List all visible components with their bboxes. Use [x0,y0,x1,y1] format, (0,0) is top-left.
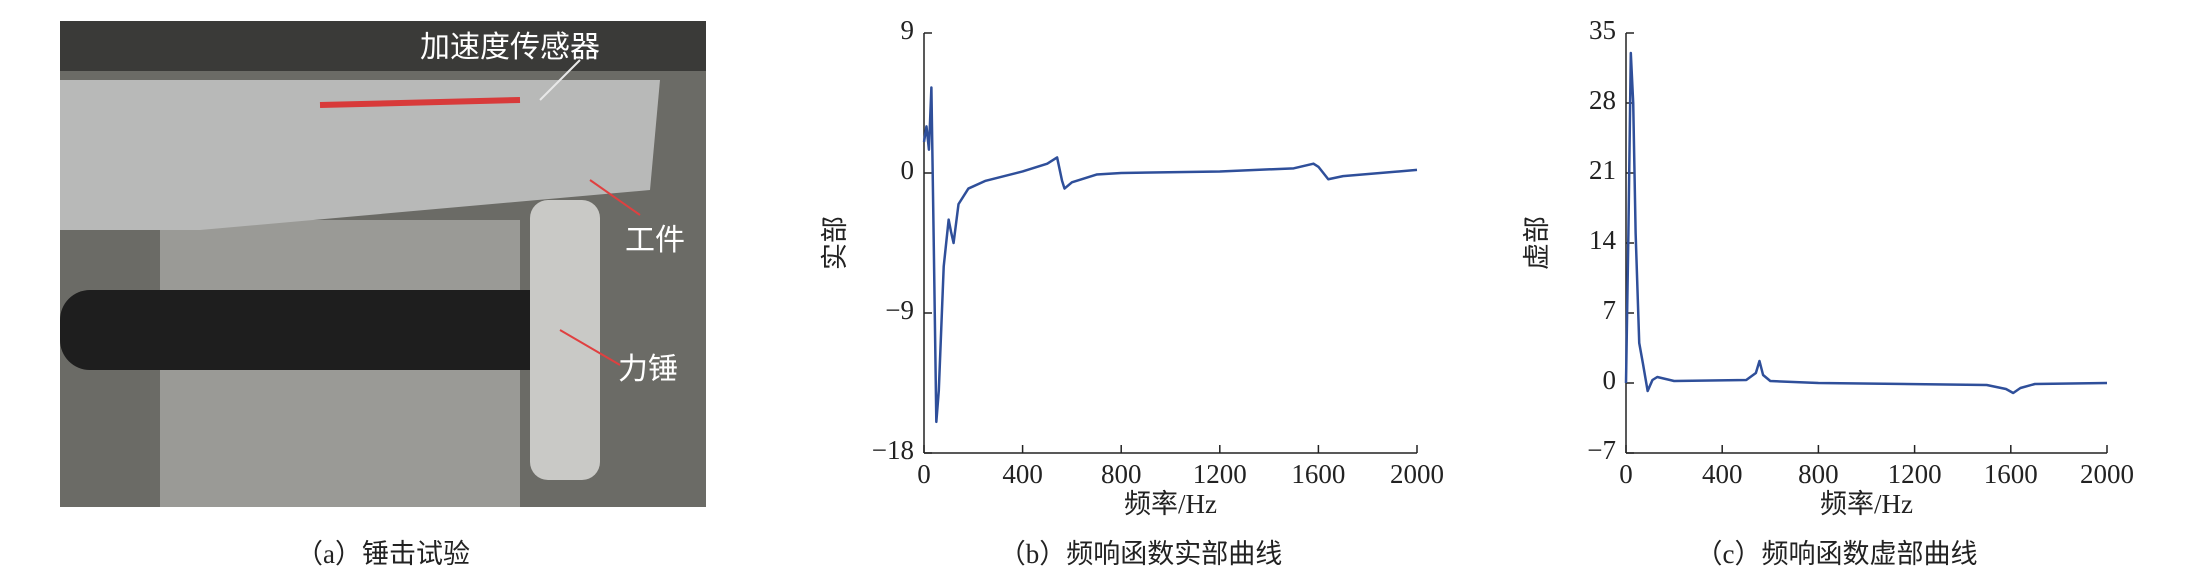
x-tick-label: 2000 [1390,459,1444,489]
pointer [539,59,581,101]
y-tick-label: 35 [1589,15,1616,45]
y-axis-title: 虚部 [1522,216,1552,270]
y-tick-label: 7 [1603,295,1617,325]
x-tick-label: 400 [1702,459,1743,489]
caption: （b）频响函数实部曲线 [999,539,1283,569]
y-tick-label: 21 [1589,155,1616,185]
y-tick-label: 0 [1603,365,1617,395]
x-tick-label: 1600 [1291,459,1345,489]
x-tick-label: 1200 [1888,459,1942,489]
y-tick-label: 14 [1589,225,1617,255]
photo-label: 工件 [625,224,685,257]
y-tick-label: 0 [901,155,915,185]
handle [60,290,560,370]
y-tick-label: −7 [1587,435,1616,465]
photo-label: 力锤 [618,353,678,386]
data-line [922,86,1418,424]
photo: 加速度传感器 工件 力锤 （a）锤击试验 [60,21,706,569]
x-tick-label: 400 [1002,459,1043,489]
y-axis-title: 实部 [820,216,850,270]
hammer [530,200,600,480]
x-tick-label: 1600 [1984,459,2038,489]
pointer [589,179,641,216]
pointer [559,329,621,366]
plate [60,80,660,230]
x-tick-label: 2000 [2080,459,2134,489]
y-tick-label: 9 [901,15,915,45]
x-tick-label: 1200 [1193,459,1247,489]
rail [60,21,706,71]
y-tick-label: 28 [1589,85,1616,115]
y-tick-label: −9 [885,295,914,325]
cable [319,97,521,108]
y-tick-label: −18 [872,435,914,465]
caption: （c）频响函数虚部曲线 [1696,539,1978,569]
data-line [1624,51,2108,395]
photo-label: 加速度传感器 [420,31,600,64]
caption: （a）锤击试验 [296,539,470,569]
x-axis-title: 频率/Hz [1820,489,1913,519]
x-tick-label: 0 [917,459,931,489]
x-tick-label: 800 [1798,459,1839,489]
x-axis-title: 频率/Hz [1124,489,1217,519]
x-tick-label: 0 [1619,459,1633,489]
x-tick-label: 800 [1101,459,1142,489]
